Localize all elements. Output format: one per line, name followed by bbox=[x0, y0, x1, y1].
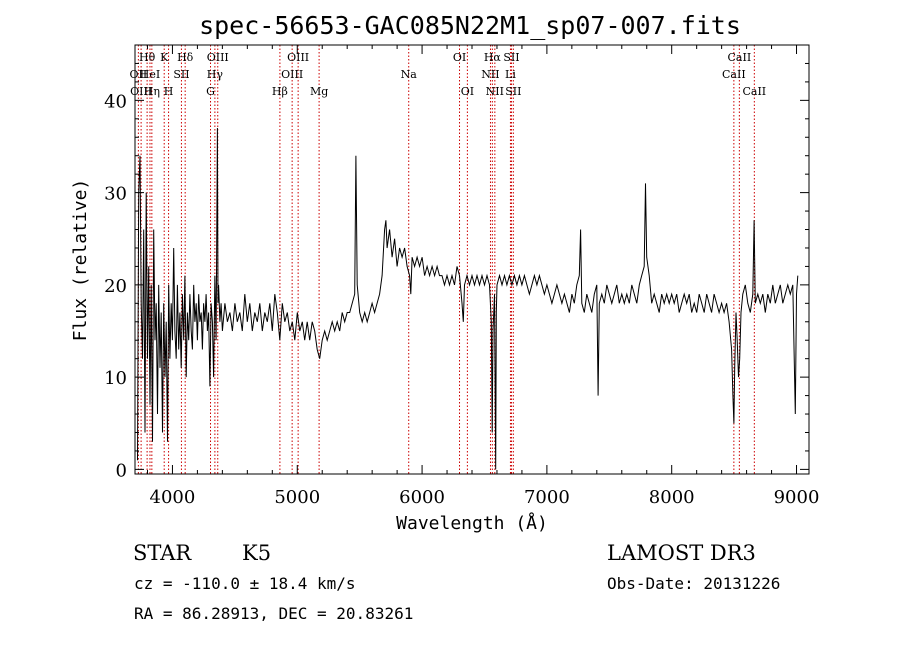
line-marker-label: OIII bbox=[207, 51, 229, 64]
line-marker-label: OI bbox=[461, 85, 474, 98]
x-axis-label: Wavelength (Å) bbox=[396, 512, 548, 534]
y-axis-ticks: 0 10 20 30 40 bbox=[104, 62, 809, 481]
line-marker-label: OI bbox=[453, 51, 466, 64]
x-tick-label: 6000 bbox=[399, 487, 445, 508]
y-tick-label: 40 bbox=[104, 91, 127, 112]
plot-frame bbox=[134, 44, 810, 475]
x-tick-label: 7000 bbox=[524, 487, 570, 508]
obs-date-text: Obs-Date: 20131226 bbox=[607, 574, 780, 593]
y-tick-label: 30 bbox=[104, 184, 127, 205]
chart-title: spec-56653-GAC085N22M1_sp07-007.fits bbox=[199, 11, 741, 40]
line-marker-label: Hγ bbox=[207, 68, 224, 81]
line-marker-label: OIII bbox=[130, 85, 152, 98]
line-marker-label: G bbox=[206, 85, 215, 98]
line-marker-label: CaII bbox=[742, 85, 766, 98]
line-marker-label: Hθ bbox=[139, 51, 156, 64]
x-tick-label: 4000 bbox=[150, 487, 196, 508]
line-marker-label: SII bbox=[505, 85, 521, 98]
spectrum-line bbox=[137, 127, 799, 470]
x-tick-label: 5000 bbox=[274, 487, 320, 508]
line-marker-label: OIII bbox=[281, 68, 303, 81]
spectral-subclass: K5 bbox=[242, 541, 271, 565]
line-marker-label: Na bbox=[401, 68, 418, 81]
redshift-text: cz = -110.0 ± 18.4 km/s bbox=[134, 574, 356, 593]
line-marker-label: OII bbox=[130, 68, 148, 81]
line-marker-label: K bbox=[160, 51, 169, 64]
line-marker-label: SII bbox=[503, 51, 519, 64]
line-marker-label: Mg bbox=[310, 85, 328, 98]
coordinates-text: RA = 86.28913, DEC = 20.83261 bbox=[134, 604, 413, 623]
line-marker-label: HeI bbox=[140, 68, 160, 81]
line-marker-label: Hα bbox=[484, 51, 502, 64]
y-tick-label: 0 bbox=[116, 460, 127, 481]
survey-name: LAMOST DR3 bbox=[607, 541, 756, 565]
line-marker-label: H bbox=[164, 85, 174, 98]
x-tick-label: 8000 bbox=[649, 487, 695, 508]
y-tick-label: 10 bbox=[104, 368, 127, 389]
line-markers bbox=[137, 45, 755, 474]
line-marker-label: CaII bbox=[728, 51, 752, 64]
line-marker-label: CaII bbox=[722, 68, 746, 81]
line-marker-label: NII bbox=[486, 85, 504, 98]
line-marker-label: Hδ bbox=[177, 51, 194, 64]
object-class: STAR bbox=[133, 541, 192, 565]
y-axis-label: Flux (relative) bbox=[70, 179, 91, 342]
x-axis-ticks: 4000 5000 6000 7000 8000 9000 bbox=[146, 45, 820, 508]
x-tick-label: 9000 bbox=[774, 487, 820, 508]
y-tick-label: 20 bbox=[104, 276, 127, 297]
line-marker-label: SII bbox=[173, 68, 189, 81]
line-marker-label: OIII bbox=[287, 51, 309, 64]
line-marker-label: Hβ bbox=[272, 85, 288, 98]
line-marker-label: NII bbox=[481, 68, 499, 81]
line-marker-label: Li bbox=[505, 68, 516, 81]
line-marker-label: Hη bbox=[144, 85, 160, 98]
